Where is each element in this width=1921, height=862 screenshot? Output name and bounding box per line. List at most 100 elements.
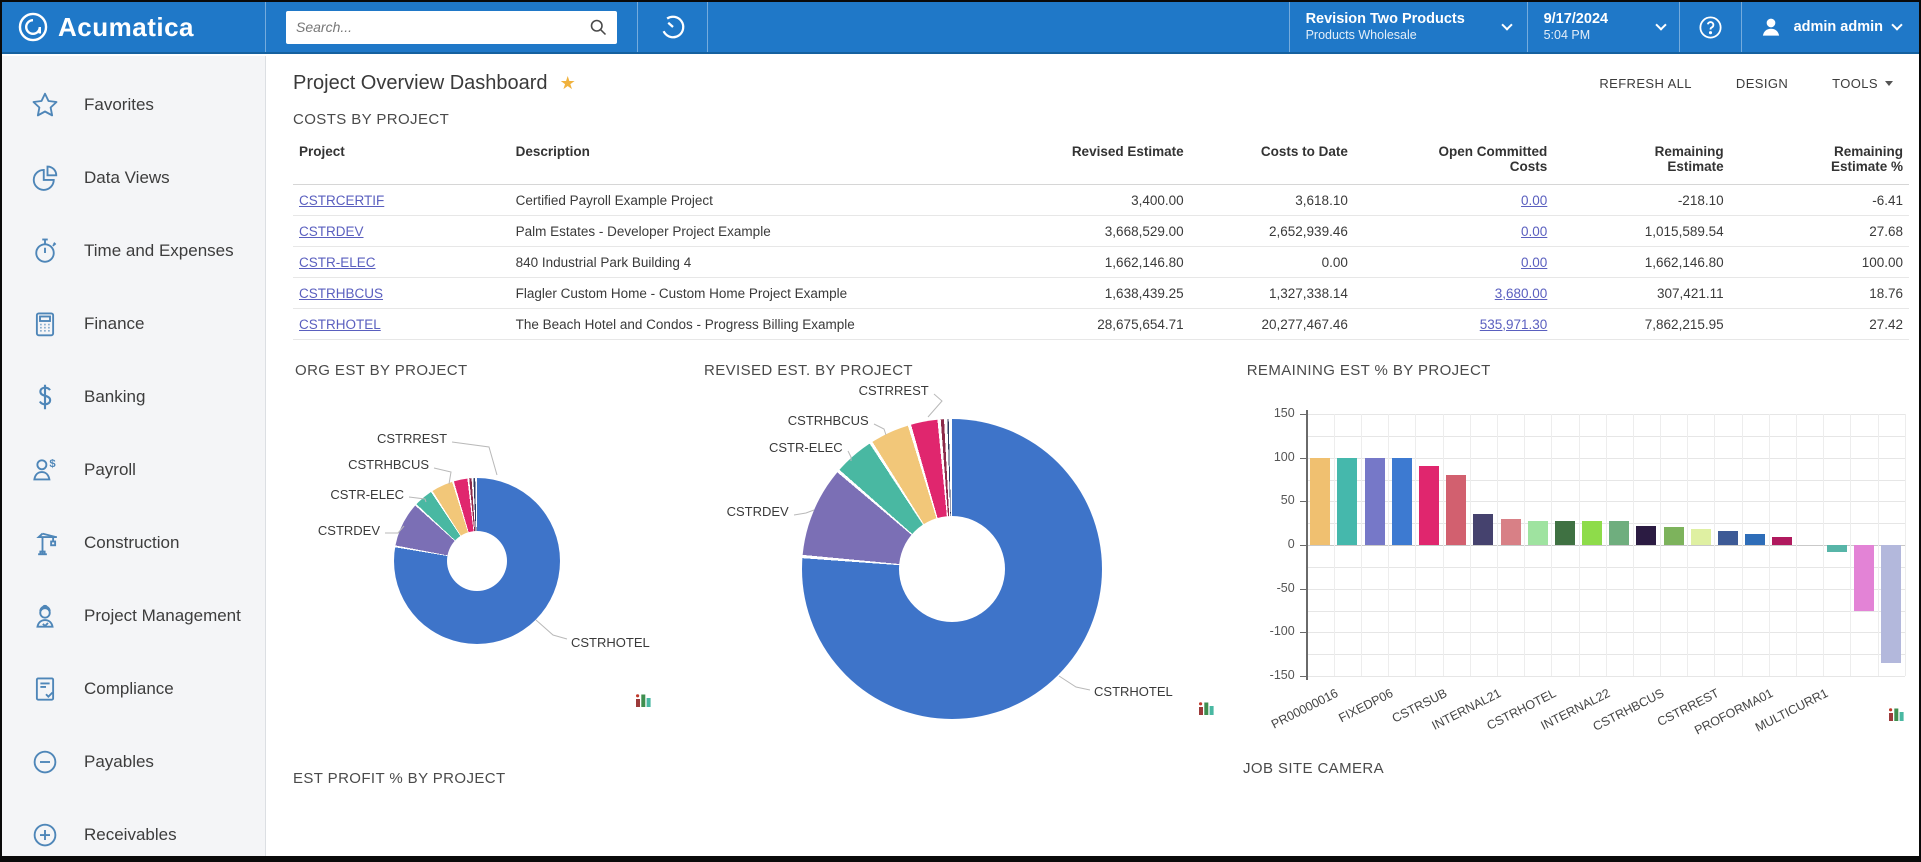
description-cell: Flagler Custom Home - Custom Home Projec… bbox=[509, 277, 1029, 309]
costs-to-date-cell: 3,618.10 bbox=[1189, 184, 1354, 216]
chart-type-icon[interactable] bbox=[1888, 704, 1905, 728]
chart-type-icon[interactable] bbox=[1198, 698, 1215, 722]
column-header: Costs to Date bbox=[1260, 144, 1348, 159]
bar[interactable] bbox=[1881, 545, 1902, 663]
description-cell: The Beach Hotel and Condos - Progress Bi… bbox=[509, 308, 1029, 340]
y-tick bbox=[1299, 676, 1306, 677]
remaining-est-pct-widget: REMAINING EST % BY PROJECT 150 100 50 0 -50 -… bbox=[1245, 354, 1909, 744]
bar[interactable] bbox=[1772, 537, 1793, 545]
bar[interactable] bbox=[1446, 475, 1467, 545]
table-row: CSTRCERTIF Certified Payroll Example Proj… bbox=[293, 184, 1909, 216]
open-committed-costs-link[interactable]: 0.00 bbox=[1521, 254, 1548, 270]
gridline bbox=[1306, 676, 1905, 677]
project-link[interactable]: CSTR-ELEC bbox=[299, 254, 376, 270]
costs-by-project-widget: COSTS BY PROJECT Project Description Revis… bbox=[293, 111, 1909, 340]
gridline bbox=[1850, 414, 1852, 676]
sidebar-item-project-management[interactable]: Project Management bbox=[2, 579, 265, 652]
project-link[interactable]: CSTRHOTEL bbox=[299, 316, 381, 332]
slice-label: CSTRREST bbox=[858, 383, 929, 398]
bar[interactable] bbox=[1636, 525, 1657, 545]
sidebar-item-time-and-expenses[interactable]: Time and Expenses bbox=[2, 214, 265, 287]
favorite-star-icon[interactable]: ★ bbox=[559, 73, 576, 93]
open-committed-costs-link[interactable]: 0.00 bbox=[1521, 192, 1548, 208]
y-tick bbox=[1299, 588, 1306, 590]
sidebar-item-payroll[interactable]: $ Payroll bbox=[2, 433, 265, 506]
bar[interactable] bbox=[1663, 526, 1684, 545]
widget-caption: COSTS BY PROJECT bbox=[293, 111, 450, 128]
gridline bbox=[1823, 414, 1825, 676]
description-cell: Palm Estates - Developer Project Example bbox=[509, 215, 1029, 247]
gridline bbox=[1877, 414, 1879, 676]
svg-text:$: $ bbox=[49, 457, 56, 469]
bar[interactable] bbox=[1419, 466, 1439, 545]
chart-type-icon[interactable] bbox=[635, 690, 652, 714]
sidebar-item-label: Receivables bbox=[84, 824, 177, 844]
bar[interactable] bbox=[1337, 457, 1358, 545]
sidebar-item-data-views[interactable]: Data Views bbox=[2, 141, 265, 214]
help-button[interactable] bbox=[1680, 2, 1742, 52]
column-header: Remaining Estimate bbox=[1654, 144, 1724, 174]
business-date-button[interactable] bbox=[638, 2, 708, 52]
bar[interactable] bbox=[1391, 457, 1412, 545]
column-header: Description bbox=[515, 144, 590, 159]
sidebar-item-label: Project Management bbox=[84, 605, 241, 625]
next-widgets-row: EST PROFIT % BY PROJECT JOB SITE CAMERA bbox=[267, 744, 1919, 804]
brand-logo[interactable]: Acumatica bbox=[2, 2, 266, 52]
date-time-selector[interactable]: 9/17/2024 5:04 PM bbox=[1528, 2, 1680, 52]
bar[interactable] bbox=[1473, 513, 1494, 545]
bar[interactable] bbox=[1310, 457, 1331, 545]
table-row: CSTRHOTEL The Beach Hotel and Condos - Pr… bbox=[293, 308, 1909, 340]
bar[interactable] bbox=[1690, 529, 1711, 545]
table-row: CSTRDEV Palm Estates - Developer Project … bbox=[293, 215, 1909, 247]
open-committed-costs-link[interactable]: 535,971.30 bbox=[1479, 316, 1548, 332]
open-committed-costs-link[interactable]: 3,680.00 bbox=[1494, 285, 1548, 301]
project-link[interactable]: CSTRHBCUS bbox=[299, 285, 384, 301]
user-avatar-icon bbox=[1762, 18, 1779, 36]
y-tick-label: -150 bbox=[1269, 668, 1295, 682]
dollar-icon bbox=[28, 380, 62, 414]
gridline bbox=[1660, 414, 1662, 676]
design-button[interactable]: DESIGN bbox=[1735, 76, 1789, 91]
bar[interactable] bbox=[1554, 521, 1575, 545]
bar[interactable] bbox=[1500, 518, 1521, 545]
calculator-icon bbox=[28, 307, 62, 341]
help-icon bbox=[1699, 15, 1722, 39]
main-content: Project Overview Dashboard ★ REFRESH ALL… bbox=[267, 56, 1919, 856]
sidebar-item-compliance[interactable]: Compliance bbox=[2, 652, 265, 725]
org-est-by-project-widget: ORG EST BY PROJECT CSTRHOTEL CSTRDEV CSTR-… bbox=[293, 354, 680, 744]
remaining-estimate-pct-cell: 18.76 bbox=[1729, 277, 1909, 309]
bar[interactable] bbox=[1826, 545, 1847, 552]
sidebar-item-label: Payables bbox=[84, 751, 154, 771]
open-committed-costs-link[interactable]: 0.00 bbox=[1521, 223, 1548, 239]
gridline bbox=[1333, 414, 1335, 676]
bar[interactable] bbox=[1745, 533, 1766, 545]
search-icon[interactable] bbox=[588, 17, 609, 38]
sidebar-item-label: Finance bbox=[84, 313, 145, 333]
sidebar-item-label: Payroll bbox=[84, 459, 136, 479]
bar[interactable] bbox=[1609, 521, 1630, 545]
sidebar-item-payables[interactable]: Payables bbox=[2, 725, 265, 798]
project-link[interactable]: CSTRDEV bbox=[299, 223, 364, 239]
bar[interactable] bbox=[1718, 531, 1738, 545]
project-link[interactable]: CSTRCERTIF bbox=[299, 192, 385, 208]
bar[interactable] bbox=[1853, 545, 1874, 611]
company-selector[interactable]: Revision Two Products Products Wholesale bbox=[1290, 2, 1528, 52]
search-input[interactable] bbox=[286, 10, 617, 44]
user-menu[interactable]: admin admin bbox=[1742, 2, 1919, 52]
tools-button[interactable]: TOOLS bbox=[1832, 76, 1893, 91]
sidebar-item-finance[interactable]: Finance bbox=[2, 287, 265, 360]
refresh-all-button[interactable]: REFRESH ALL bbox=[1599, 76, 1692, 91]
sidebar-item-banking[interactable]: Banking bbox=[2, 360, 265, 433]
bar[interactable] bbox=[1582, 521, 1603, 545]
revised-estimate-cell: 1,662,146.80 bbox=[1028, 246, 1190, 278]
bar[interactable] bbox=[1527, 520, 1548, 545]
document-check-icon bbox=[28, 672, 62, 706]
bar[interactable] bbox=[1364, 457, 1385, 545]
sidebar-item-favorites[interactable]: Favorites bbox=[2, 68, 265, 141]
gridline bbox=[1795, 414, 1797, 676]
gridline bbox=[1687, 414, 1689, 676]
remaining-estimate-pct-cell: -6.41 bbox=[1729, 184, 1909, 216]
sidebar-item-construction[interactable]: Construction bbox=[2, 506, 265, 579]
table-row: CSTRHBCUS Flagler Custom Home - Custom Ho… bbox=[293, 277, 1909, 309]
sidebar-item-receivables[interactable]: Receivables bbox=[2, 798, 265, 856]
